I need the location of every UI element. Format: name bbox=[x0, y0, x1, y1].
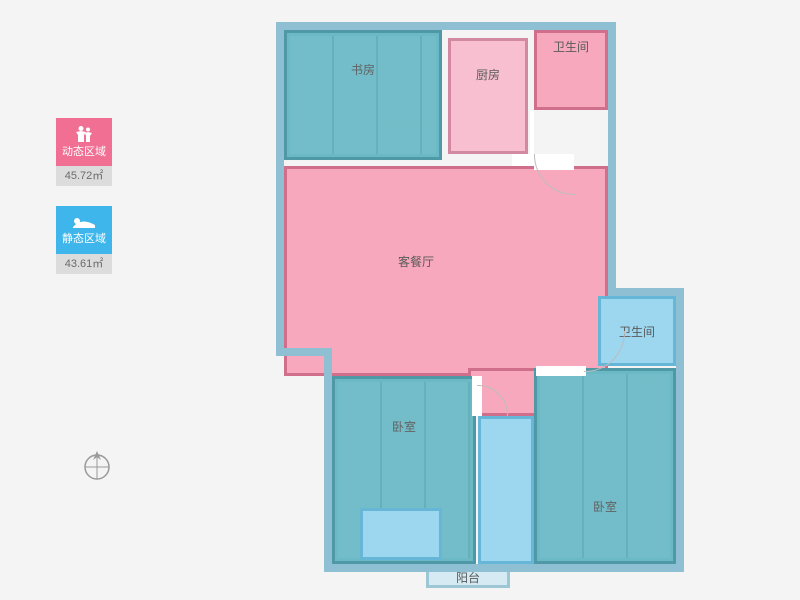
outer-wall-1 bbox=[276, 22, 284, 348]
room-label-bath1: 卫生间 bbox=[553, 38, 589, 55]
room-bath1: 卫生间 bbox=[534, 30, 608, 110]
legend-dynamic-header: 动态区域 bbox=[56, 118, 112, 166]
floor-plan: 书房厨房卫生间客餐厅卫生间卧室卧室阳台 bbox=[276, 22, 696, 592]
sleeper-icon bbox=[71, 214, 97, 230]
room-closet bbox=[360, 508, 442, 560]
stage: 动态区域 45.72㎡ 静态区域 43.61㎡ 书房厨房卫生间客餐厅卫生间卧室卧… bbox=[0, 0, 800, 600]
room-living: 客餐厅 bbox=[284, 166, 608, 376]
room-label-living: 客餐厅 bbox=[398, 253, 434, 270]
room-label-bed_right: 卧室 bbox=[593, 498, 617, 515]
people-icon bbox=[73, 125, 95, 143]
outer-wall-3 bbox=[324, 348, 332, 572]
legend-dynamic-title: 动态区域 bbox=[62, 143, 106, 159]
door-gap-0 bbox=[530, 110, 534, 154]
outer-wall-0 bbox=[276, 22, 616, 30]
room-label-study: 书房 bbox=[351, 61, 375, 78]
legend-static-title: 静态区域 bbox=[62, 230, 106, 246]
outer-wall-6 bbox=[612, 288, 684, 296]
door-gap-3 bbox=[536, 366, 586, 376]
room-label-bed_left: 卧室 bbox=[392, 418, 416, 435]
legend-static: 静态区域 43.61㎡ bbox=[56, 206, 112, 274]
outer-wall-7 bbox=[608, 22, 616, 296]
room-label-kitchen: 厨房 bbox=[476, 66, 500, 83]
door-gap-4 bbox=[512, 154, 534, 166]
legend-dynamic: 动态区域 45.72㎡ bbox=[56, 118, 112, 186]
outer-wall-4 bbox=[324, 564, 684, 572]
room-kitchen: 厨房 bbox=[448, 38, 528, 154]
compass-icon bbox=[80, 448, 114, 482]
room-corridor_blue bbox=[478, 416, 534, 564]
legend-static-header: 静态区域 bbox=[56, 206, 112, 254]
outer-wall-5 bbox=[676, 288, 684, 572]
room-bed_right: 卧室 bbox=[534, 368, 676, 564]
legend-dynamic-value: 45.72㎡ bbox=[56, 166, 112, 186]
legend-static-value: 43.61㎡ bbox=[56, 254, 112, 274]
room-study: 书房 bbox=[284, 30, 442, 160]
